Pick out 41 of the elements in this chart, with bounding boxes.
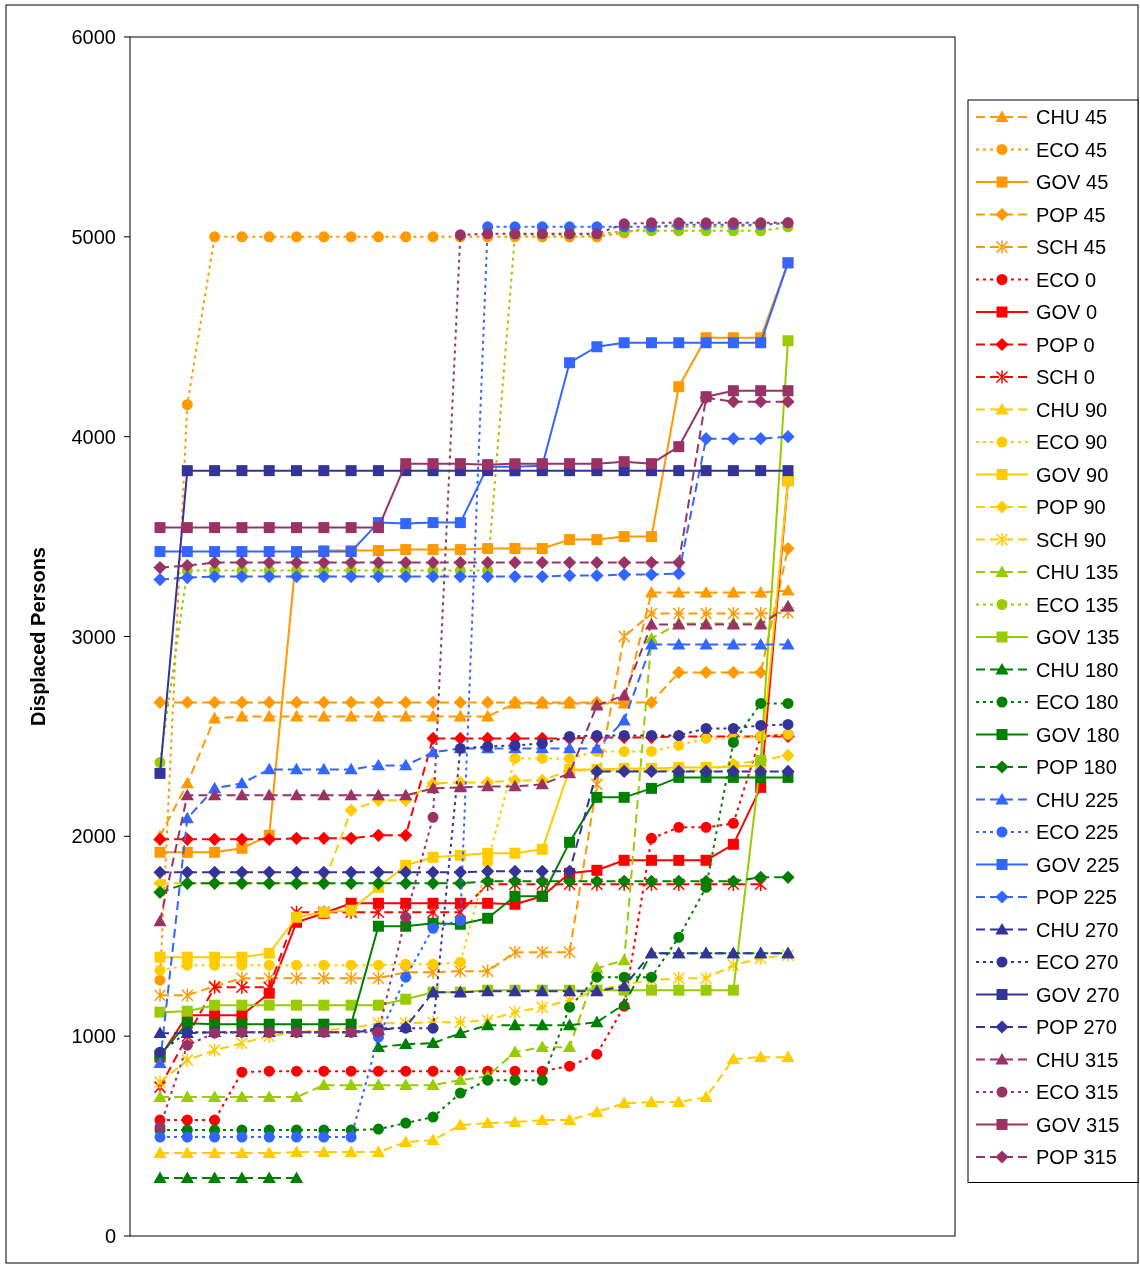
legend-label: POP 270 <box>1036 1016 1117 1038</box>
legend-label: ECO 225 <box>1036 821 1119 843</box>
y-axis-title: Displaced Persons <box>27 547 49 726</box>
legend-label: POP 180 <box>1036 756 1117 778</box>
legend-label: GOV 135 <box>1036 626 1120 648</box>
legend-label: ECO 315 <box>1036 1081 1119 1103</box>
y-tick-label: 2000 <box>71 825 116 848</box>
legend-label: ECO 90 <box>1036 431 1108 453</box>
legend-label: ECO 180 <box>1036 691 1119 713</box>
legend-label: CHU 315 <box>1036 1048 1119 1071</box>
legend-label: SCH 90 <box>1036 528 1107 551</box>
legend-label: POP 0 <box>1036 333 1095 356</box>
legend-label: GOV 45 <box>1036 171 1109 193</box>
legend-label: ECO 270 <box>1036 951 1119 973</box>
legend-label: GOV 225 <box>1036 853 1120 876</box>
legend-label: GOV 270 <box>1036 983 1120 1006</box>
legend-label: ECO 45 <box>1036 138 1108 161</box>
y-tick-label: 5000 <box>71 225 116 248</box>
legend-label: POP 315 <box>1036 1146 1117 1168</box>
y-tick-label: 6000 <box>71 26 116 48</box>
legend-label: POP 45 <box>1036 203 1106 226</box>
legend-label: CHU 270 <box>1036 918 1119 941</box>
y-tick-label: 0 <box>104 1225 116 1247</box>
y-tick-label: 3000 <box>71 625 116 648</box>
legend-label: SCH 45 <box>1036 236 1107 258</box>
legend-label: GOV 315 <box>1036 1113 1120 1136</box>
legend-label: ECO 135 <box>1036 593 1119 616</box>
legend-label: SCH 0 <box>1036 366 1095 388</box>
legend-label: GOV 0 <box>1036 301 1098 323</box>
y-tick-label: 1000 <box>71 1025 116 1048</box>
legend-label: GOV 180 <box>1036 723 1120 746</box>
y-tick-label: 4000 <box>71 425 116 448</box>
legend-label: POP 90 <box>1036 496 1106 518</box>
legend-label: ECO 0 <box>1036 268 1097 291</box>
legend-label: CHU 45 <box>1036 106 1108 128</box>
legend-label: CHU 90 <box>1036 398 1108 421</box>
legend-label: CHU 225 <box>1036 788 1119 811</box>
legend-label: POP 225 <box>1036 886 1117 908</box>
legend-label: GOV 90 <box>1036 463 1109 486</box>
legend-label: CHU 135 <box>1036 561 1119 583</box>
legend-label: CHU 180 <box>1036 658 1119 681</box>
